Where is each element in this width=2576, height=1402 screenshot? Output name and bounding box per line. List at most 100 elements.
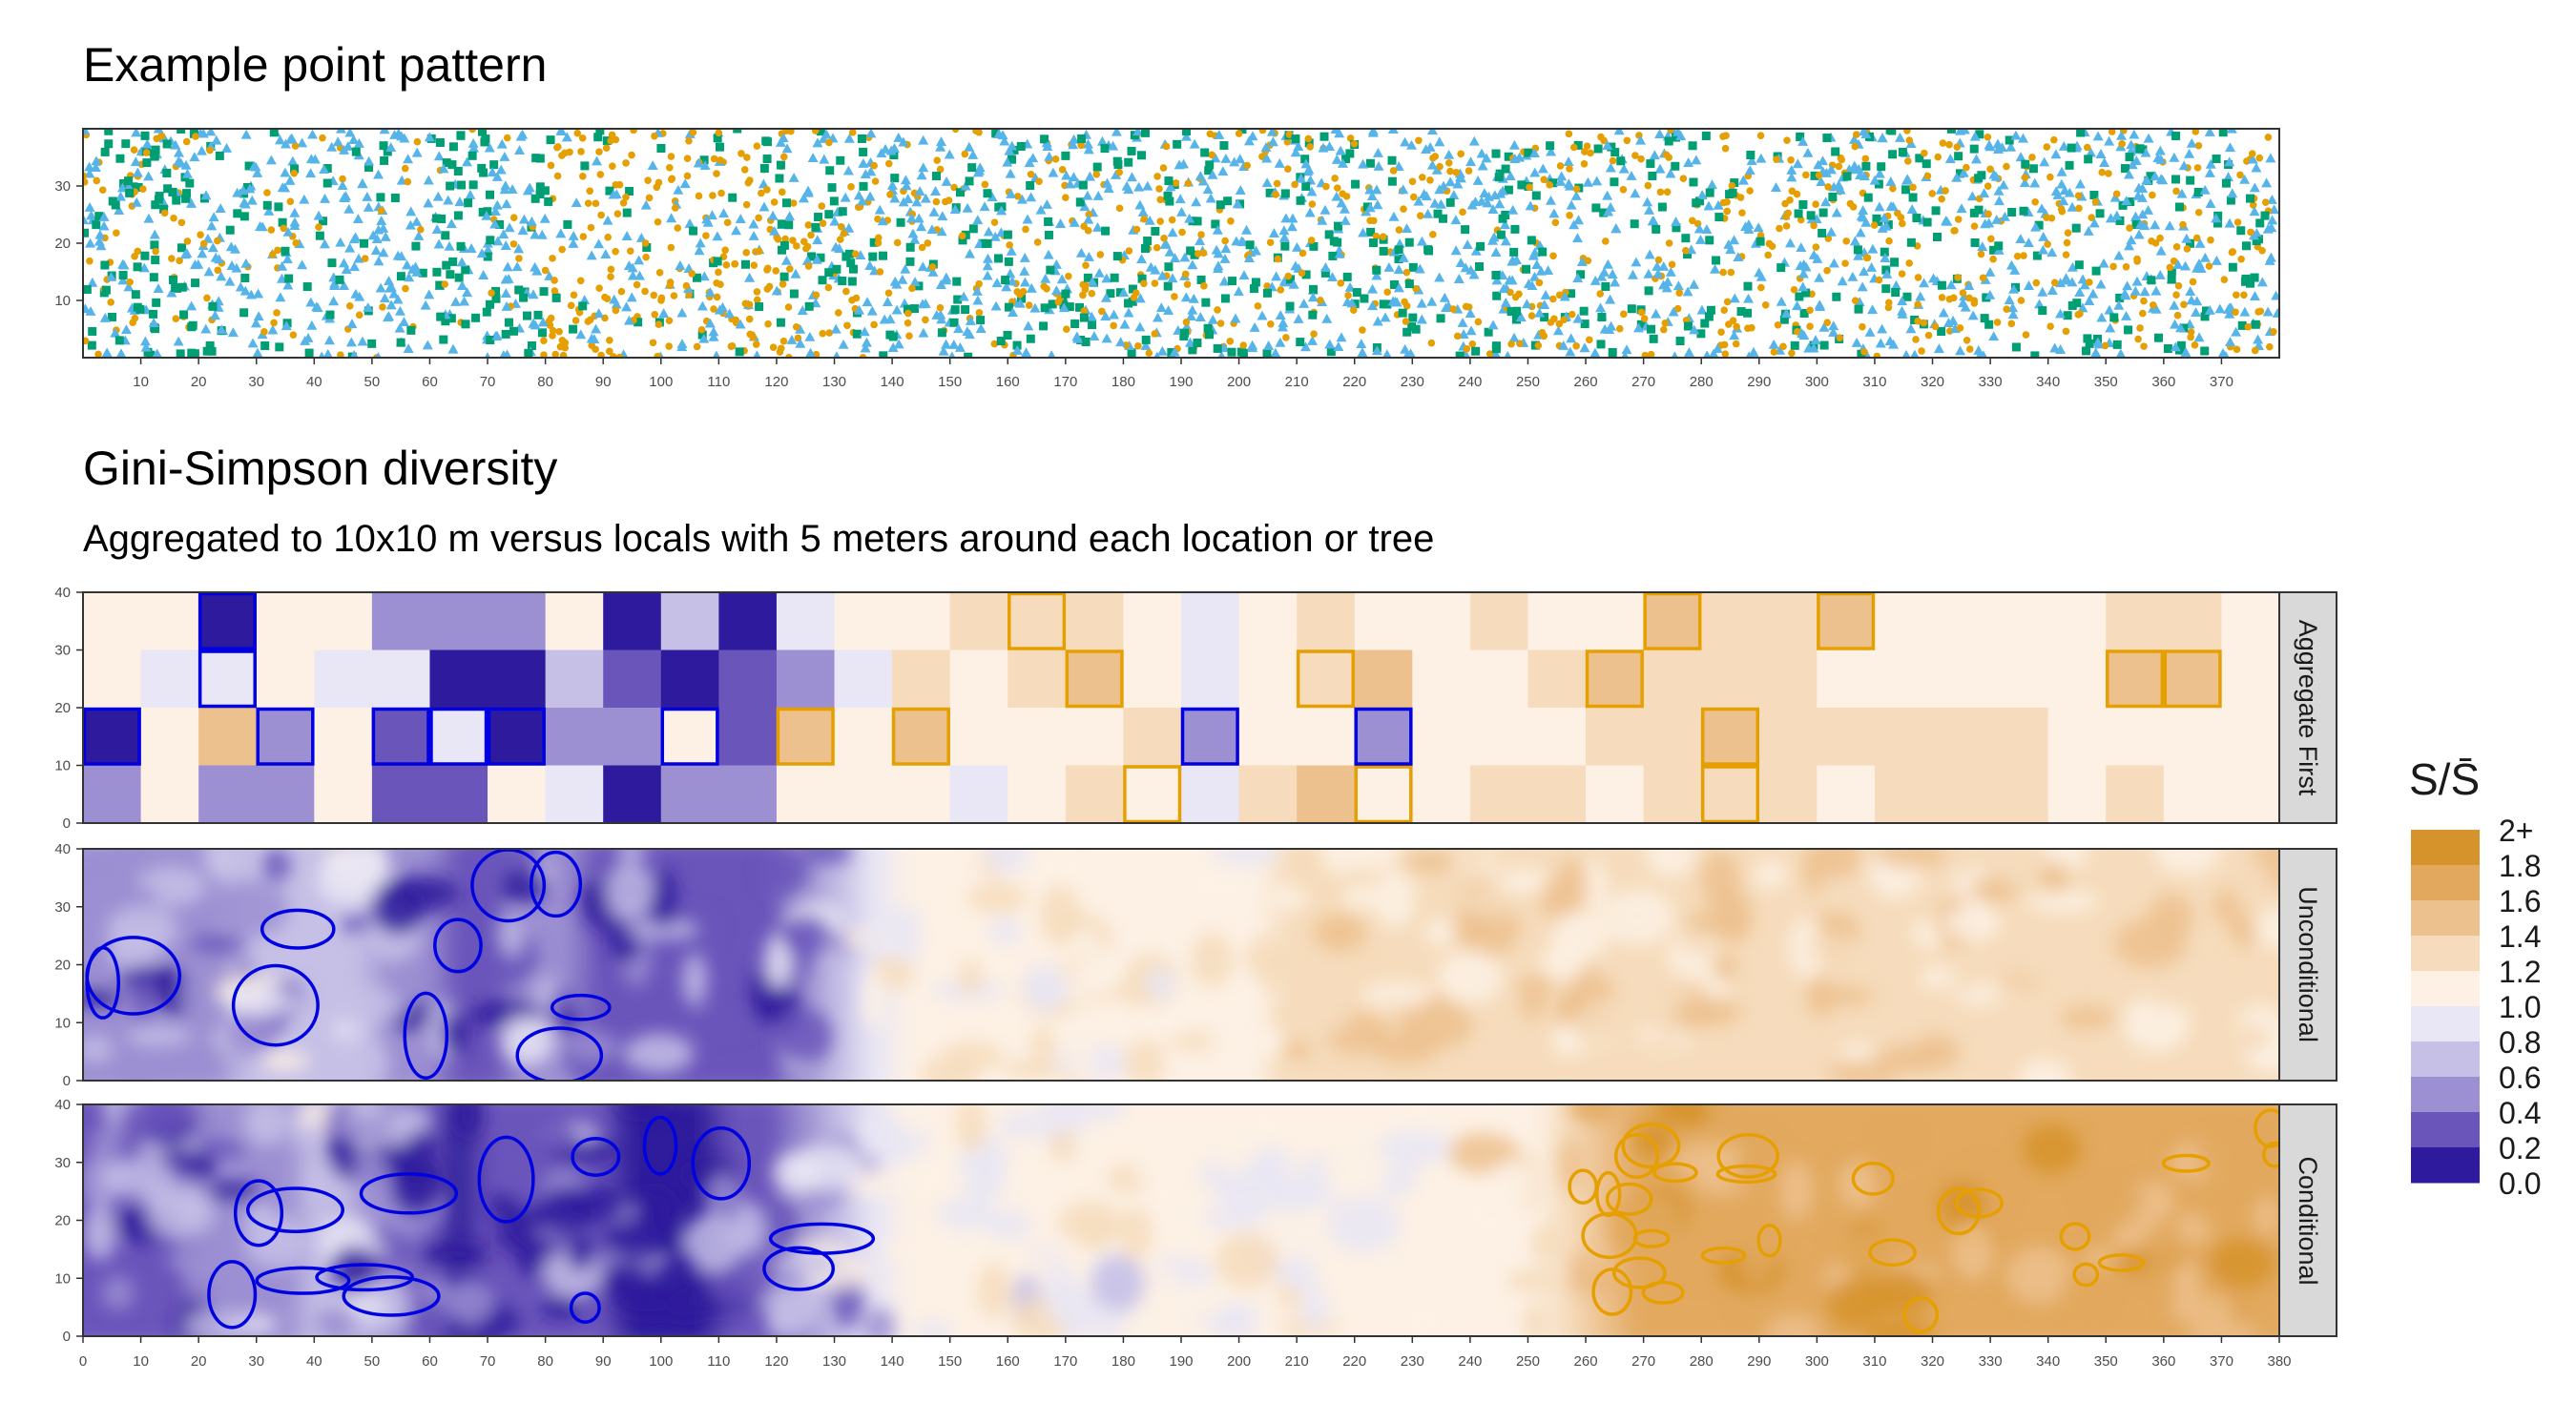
x-tick-label: 70 <box>480 1353 496 1370</box>
surface-blob <box>615 849 648 860</box>
point-triangle <box>1798 330 1810 340</box>
point-triangle <box>1866 261 1878 272</box>
point-square <box>172 196 181 205</box>
surface-blob <box>1029 1025 1055 1062</box>
point-triangle <box>1165 181 1176 192</box>
point-square <box>2221 178 2231 188</box>
point-triangle <box>2130 155 2142 165</box>
point-square <box>1755 237 1765 246</box>
point-triangle <box>909 277 921 286</box>
y-tick-label: 10 <box>54 293 71 309</box>
point-triangle <box>2204 168 2215 177</box>
point-triangle <box>1744 165 1755 175</box>
point-square <box>435 138 445 148</box>
point-circle <box>1894 209 1901 217</box>
point-square <box>1308 310 1318 320</box>
point-triangle <box>1174 194 1186 204</box>
surface-blob <box>1520 995 1545 1020</box>
point-triangle <box>1372 199 1383 210</box>
surface-blob <box>331 985 401 1029</box>
point-triangle <box>335 129 346 134</box>
point-triangle <box>2050 149 2062 159</box>
point-circle <box>975 279 983 288</box>
surface-blob <box>1121 1040 1171 1081</box>
high-contour <box>1652 1162 1698 1184</box>
point-circle <box>1408 177 1417 186</box>
surface-blob <box>214 879 289 938</box>
aggregate-cell <box>2047 708 2107 766</box>
point-circle <box>793 242 800 250</box>
point-square <box>453 166 463 175</box>
point-square <box>1026 334 1035 343</box>
aggregate-cell <box>1701 708 1760 766</box>
point-circle <box>2050 135 2058 144</box>
point-circle <box>1619 186 1628 194</box>
point-triangle <box>1019 252 1030 262</box>
point-square <box>1003 330 1012 340</box>
point-square <box>1610 148 1620 157</box>
point-triangle <box>246 195 258 205</box>
point-triangle <box>1505 171 1516 181</box>
point-triangle <box>1725 244 1736 255</box>
point-square <box>1471 346 1481 356</box>
point-triangle <box>297 137 308 148</box>
aggregate-cell <box>718 765 778 823</box>
surface-blob <box>2039 861 2070 895</box>
point-square <box>2246 278 2255 288</box>
point-triangle <box>275 292 286 302</box>
point-triangle <box>1879 212 1890 222</box>
point-square <box>131 290 140 299</box>
point-square <box>1510 224 1520 234</box>
point-triangle <box>1136 254 1148 264</box>
point-circle <box>1316 297 1324 304</box>
point-circle <box>654 217 662 226</box>
point-square <box>1334 221 1343 231</box>
point-square <box>740 259 750 269</box>
high-contour <box>1851 1161 1895 1196</box>
point-circle <box>1160 235 1168 242</box>
point-circle <box>2075 204 2083 213</box>
surface-blob <box>605 1225 677 1261</box>
point-triangle <box>1001 281 1012 292</box>
point-triangle <box>1307 336 1319 345</box>
aggregate-cell <box>1354 592 1413 650</box>
legend-label: 0.4 <box>2499 1096 2541 1130</box>
point-circle <box>1013 193 1022 200</box>
surface-blob <box>117 1034 156 1081</box>
point-circle <box>1132 225 1141 234</box>
surface-blob <box>1342 883 1378 910</box>
point-triangle <box>539 213 551 223</box>
aggregate-cell <box>140 765 199 823</box>
point-square <box>1891 288 1901 298</box>
aggregate-cell <box>1817 592 1876 650</box>
point-square <box>905 242 915 252</box>
point-triangle <box>1180 292 1192 302</box>
point-square <box>2067 300 2077 310</box>
point-square <box>100 260 110 270</box>
point-triangle <box>1621 344 1632 355</box>
surface-column <box>1550 1104 1589 1336</box>
point-triangle <box>1217 350 1226 358</box>
point-circle <box>609 162 616 170</box>
surface-blob <box>1275 994 1352 1038</box>
aggregate-cell <box>1758 765 1818 823</box>
point-circle <box>602 144 611 153</box>
point-triangle <box>287 155 299 166</box>
point-square <box>1004 257 1013 266</box>
surface-blob <box>898 1151 950 1199</box>
point-square <box>491 286 501 296</box>
high-contour <box>2072 1262 2100 1288</box>
surface-blob <box>2027 890 2098 913</box>
point-triangle <box>591 323 602 334</box>
point-circle <box>1963 337 1971 344</box>
point-circle <box>1810 221 1818 230</box>
point-square <box>177 243 186 253</box>
point-triangle <box>866 305 878 316</box>
point-triangle <box>2039 156 2050 167</box>
aggregate-cell <box>2221 708 2279 766</box>
surface-blob <box>2186 1322 2260 1336</box>
point-triangle <box>329 278 341 288</box>
point-triangle <box>954 341 966 352</box>
point-square <box>1922 217 1932 227</box>
point-triangle <box>1818 155 1829 166</box>
